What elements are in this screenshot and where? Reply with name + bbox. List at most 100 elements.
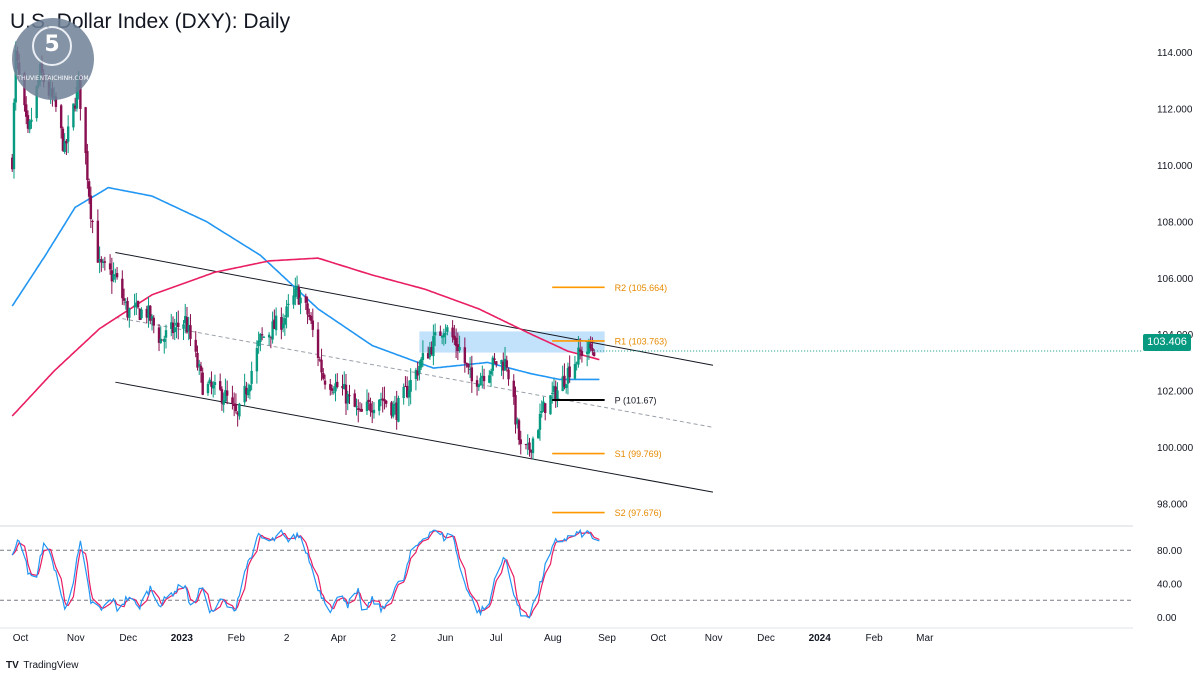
candle-body [446,327,449,332]
candle-body [248,385,252,392]
candle-body [563,375,566,387]
candle-body [175,322,178,326]
candle [103,256,107,271]
footer-brand-label: TradingView [23,660,79,671]
candle [250,361,253,391]
candle [287,294,290,318]
candle [294,277,297,306]
candle-body [196,353,199,368]
candle [542,396,545,412]
candle-body [170,322,173,329]
candle [367,392,370,411]
candle-body [591,347,594,351]
candle-body [206,383,210,394]
candle-body [554,386,557,402]
pivot-label-r2: R2 (105.664) [615,283,668,293]
candle [481,365,484,389]
candle-body [489,371,493,375]
candle [149,305,152,324]
candle [87,178,91,204]
candle-body [383,399,386,402]
candle [231,385,234,410]
candle-body [578,349,582,352]
candle-body [232,403,236,407]
time-tick-label: Sep [598,633,616,644]
candle [538,403,542,441]
candle [194,331,197,358]
candle [440,335,444,345]
candle [348,384,351,405]
candle-body [11,157,14,170]
candle [500,359,503,376]
candle-body [336,381,339,387]
candle-body [463,347,467,364]
candle [72,103,75,131]
pivot-label-p: P (101.67) [615,395,657,405]
candle [114,268,117,283]
candle-body [271,321,274,340]
candle-body [152,317,155,326]
candle-body [334,383,337,392]
candle [463,337,467,373]
candle-body [236,412,239,415]
time-tick-label: Dec [757,633,775,644]
candle-body [549,395,552,415]
candle-body [121,278,124,299]
candle [563,363,566,390]
candle [108,254,112,275]
candle [311,308,315,338]
candle-body [381,398,384,401]
candle-body [267,334,271,338]
candle [25,96,28,125]
candle [589,336,592,352]
candle-body [225,390,229,396]
candle-body [108,263,112,270]
candle [470,355,474,393]
candle [353,389,356,408]
candle [198,359,201,375]
candle-body [140,309,143,319]
candle-body [12,102,16,170]
price-tick-label: 110.000 [1157,161,1193,172]
candle [418,360,421,381]
candle-body [419,359,423,368]
candle-body [414,369,418,380]
candle [454,328,458,359]
candle [150,314,154,331]
candle [330,384,334,395]
candle [395,390,398,430]
candle-body [26,115,30,129]
candle-body [138,308,141,320]
candle [465,362,468,368]
candle [115,266,119,280]
candle [334,373,337,402]
candle [316,322,320,367]
candle [573,355,577,380]
time-tick-label: Oct [651,633,667,644]
candle [246,383,250,399]
candle-body [531,438,535,454]
candle-body [320,359,323,373]
candle [73,97,77,112]
candle [274,307,278,336]
candle-body [218,381,222,390]
candle [157,323,161,352]
candle-body [542,401,545,412]
candle [159,326,162,344]
candle [369,397,372,417]
candle-body [369,403,372,412]
time-tick-label: Jun [437,633,453,644]
candle [133,293,136,316]
candle [299,289,302,315]
price-tick-label: 98.000 [1157,499,1188,510]
candle [66,115,70,154]
candle-body [516,419,519,424]
footer-brand[interactable]: TV TradingView [6,660,78,671]
candle-body [556,390,559,401]
candle-body [507,369,510,380]
candle [568,355,571,383]
candle [439,325,442,336]
candle-body [213,382,217,386]
candle-body [371,410,374,413]
